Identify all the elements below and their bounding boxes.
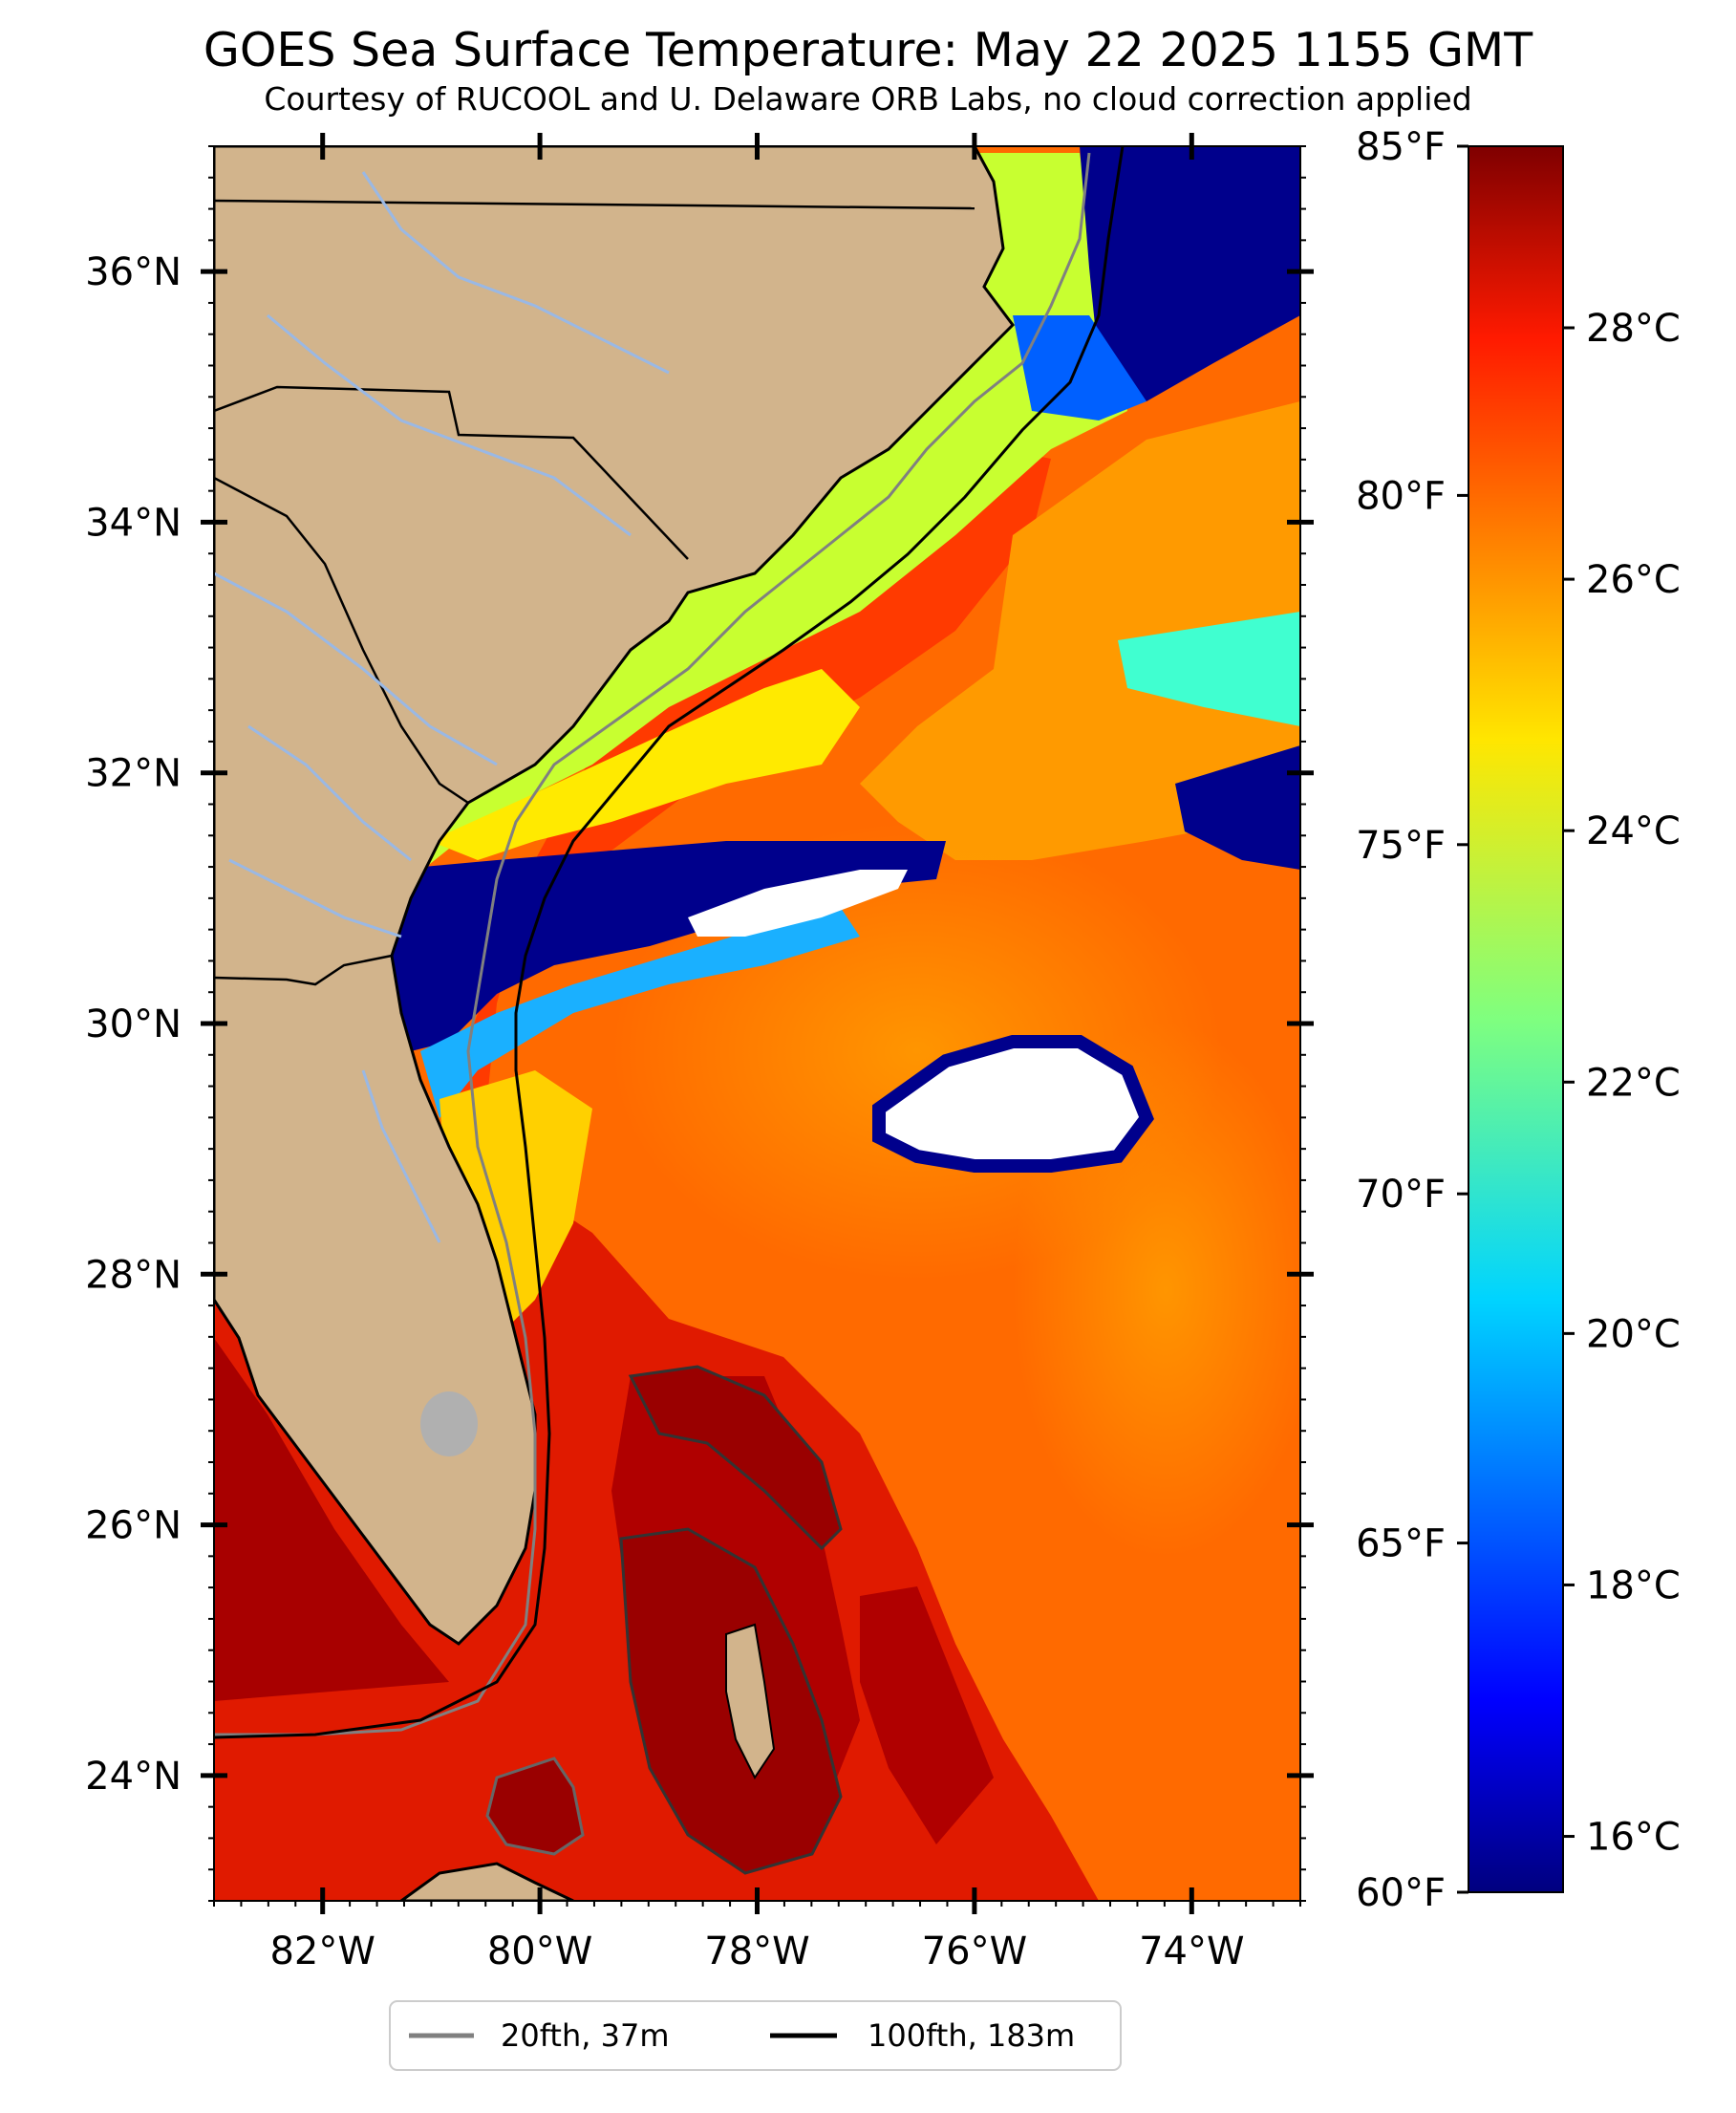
lat-tick-label: 36°N — [85, 250, 182, 294]
rivers — [214, 171, 670, 1243]
colorbar-c-tick-label: 28°C — [1586, 307, 1681, 351]
colorbar-f-tick-label: 70°F — [1356, 1173, 1446, 1217]
colorbar-celsius-axis: 28°C 26°C 24°C 22°C 20°C 18°C 16°C — [1563, 307, 1681, 1860]
bahama-bank-little — [628, 1365, 843, 1551]
colorbar-f-tick-label: 60°F — [1356, 1871, 1446, 1915]
legend: 20fth, 37m 100fth, 183m — [389, 2000, 1122, 2071]
colorbar — [1468, 145, 1564, 1893]
cool-band-east — [1118, 612, 1300, 726]
legend-label-100fth: 100fth, 183m — [868, 2017, 1075, 2054]
latitude-axis: 36°N 34°N 32°N 30°N 28°N 26°N 24°N — [85, 145, 1314, 1902]
cold-ring-patch-2 — [872, 1035, 1154, 1173]
legend-label-20fth: 20fth, 37m — [501, 2017, 669, 2054]
lon-tick-label: 76°W — [922, 1930, 1027, 1973]
land-andros — [725, 1623, 776, 1779]
colorbar-c-tick-label: 16°C — [1586, 1816, 1681, 1860]
colorbar-c-tick-label: 26°C — [1586, 558, 1681, 602]
legend-box — [389, 2000, 1122, 2071]
cold-water-fringe — [1013, 315, 1147, 420]
lon-tick-label: 82°W — [269, 1930, 375, 1973]
sst-map — [214, 146, 1300, 1901]
land-us-southeast — [214, 146, 1015, 1646]
page-subtitle: Courtesy of RUCOOL and U. Delaware ORB L… — [264, 80, 1472, 118]
no-data-patch-2 — [879, 1042, 1147, 1166]
colorbar-f-tick-label: 75°F — [1356, 824, 1446, 868]
dark-red-bank-3 — [860, 1586, 994, 1844]
colorbar-c-tick-label: 22°C — [1586, 1061, 1681, 1105]
lat-tick-label: 24°N — [85, 1755, 182, 1799]
lon-tick-label: 78°W — [704, 1930, 809, 1973]
state-border-nc-sc — [214, 385, 689, 560]
longitude-axis: 82°W 80°W 78°W 76°W 74°W — [213, 133, 1301, 1973]
isobath-100fth — [214, 146, 1125, 1739]
cool-shelf-yellow — [430, 669, 860, 860]
lat-tick-label: 26°N — [85, 1504, 182, 1548]
dark-red-bank — [214, 1338, 449, 1701]
colorbar-c-tick-label: 18°C — [1586, 1563, 1681, 1607]
cay-sal-bank — [485, 1757, 585, 1856]
colorbar-fahrenheit-axis: 85°F 80°F 75°F 70°F 65°F 60°F — [1356, 125, 1468, 1915]
land-cuba — [398, 1862, 574, 1901]
cold-water-north — [1080, 146, 1300, 401]
gulf-stream-core — [411, 449, 1051, 1271]
lat-tick-label: 30°N — [85, 1003, 182, 1046]
colorbar-f-tick-label: 85°F — [1356, 125, 1446, 169]
state-border-sc-ga — [214, 476, 469, 805]
isobath-20fth — [214, 152, 1091, 1736]
lon-tick-label: 80°W — [487, 1930, 592, 1973]
cold-band-fringe — [420, 908, 860, 1118]
lat-tick-label: 28°N — [85, 1253, 182, 1297]
colorbar-f-tick-label: 80°F — [1356, 474, 1446, 518]
lon-tick-label: 74°W — [1139, 1930, 1244, 1973]
colorbar-c-tick-label: 24°C — [1586, 809, 1681, 853]
lake-okeechobee — [420, 1391, 478, 1456]
state-border-ga-fl — [214, 954, 393, 986]
mid-shelf-orange — [860, 401, 1300, 860]
state-border-va-nc — [214, 199, 975, 210]
no-data-patch-1 — [688, 870, 908, 937]
colorbar-f-tick-label: 65°F — [1356, 1522, 1446, 1566]
cold-band-east — [1175, 745, 1300, 870]
colorbar-c-tick-label: 20°C — [1586, 1312, 1681, 1356]
lat-tick-label: 34°N — [85, 501, 182, 545]
page-title: GOES Sea Surface Temperature: May 22 202… — [203, 23, 1533, 77]
lat-tick-label: 32°N — [85, 752, 182, 796]
